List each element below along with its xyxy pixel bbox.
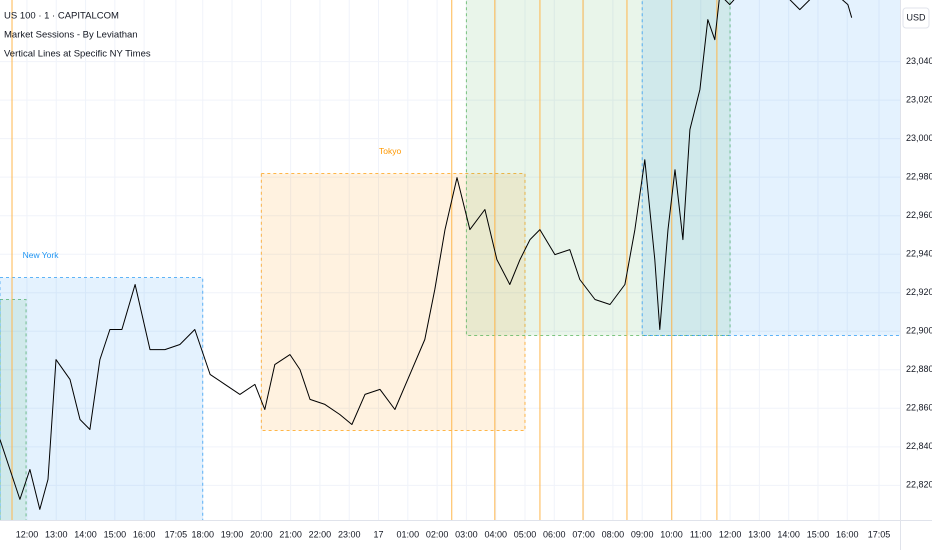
y-tick-label: 22,920.0 — [906, 287, 932, 297]
y-tick-label: 22,960.0 — [906, 210, 932, 220]
x-tick-label: 19:00 — [221, 529, 244, 539]
x-tick-label: 04:00 — [484, 529, 507, 539]
x-tick-label: 17:05 — [868, 529, 891, 539]
x-tick-label: 16:00 — [836, 529, 859, 539]
y-tick-label: 22,900.0 — [906, 326, 932, 336]
x-tick-label: 12:00 — [16, 529, 39, 539]
x-tick-label: 17 — [374, 529, 384, 539]
session-box — [260, 173, 526, 431]
x-tick-label: 09:00 — [631, 529, 654, 539]
session-box — [0, 277, 204, 520]
x-tick-label: 05:00 — [514, 529, 537, 539]
x-tick-label: 15:00 — [104, 529, 127, 539]
x-tick-label: 17:05 — [165, 529, 188, 539]
x-tick-label: 13:00 — [748, 529, 771, 539]
y-tick-label: 22,840.0 — [906, 441, 932, 451]
session-box — [641, 0, 900, 336]
y-tick-label: 22,860.0 — [906, 403, 932, 413]
currency[interactable]: USD — [906, 12, 926, 22]
chart-title: US 100 · 1 · CAPITALCOM — [4, 11, 119, 22]
x-tick-label: 21:00 — [279, 529, 302, 539]
x-tick-label: 14:00 — [74, 529, 97, 539]
x-tick-label: 10:00 — [660, 529, 683, 539]
x-tick-label: 14:00 — [777, 529, 800, 539]
currency-box[interactable] — [902, 7, 930, 29]
y-tick-label: 22,880.0 — [906, 364, 932, 374]
x-tick-label: 18:00 — [191, 529, 214, 539]
indicator-name: Market Sessions - By Leviathan — [4, 30, 138, 41]
x-tick-label: 13:00 — [45, 529, 68, 539]
y-tick-label: 23,020.0 — [906, 95, 932, 105]
x-tick-label: 16:00 — [133, 529, 156, 539]
x-tick-label: 02:00 — [426, 529, 449, 539]
y-tick-label: 22,940.0 — [906, 249, 932, 259]
y-tick-label: 23,000.0 — [906, 133, 932, 143]
session-box — [0, 298, 27, 520]
plot-area: New York Tokyo — [0, 0, 900, 520]
x-tick-label: 11:00 — [690, 529, 712, 539]
y-tick-label: 23,040.0 — [906, 56, 932, 66]
y-tick-label: 22,820.0 — [906, 480, 932, 490]
x-tick-label: 12:00 — [719, 529, 742, 539]
x-tick-label: 08:00 — [602, 529, 625, 539]
x-tick-label: 06:00 — [543, 529, 566, 539]
price-line — [0, 0, 853, 510]
indicator-name: Vertical Lines at Specific NY Times — [4, 49, 151, 60]
session-label: New York — [23, 250, 60, 260]
x-tick-label: 22:00 — [309, 529, 332, 539]
x-tick-label: 01:00 — [397, 529, 420, 539]
session-label: Tokyo — [379, 146, 401, 156]
axes: 22,820.0 22,840.0 22,860.0 22,880.0 22,900.0… — [16, 56, 932, 539]
x-tick-label: 20:00 — [250, 529, 273, 539]
x-tick-label: 15:00 — [807, 529, 830, 539]
x-tick-label: 07:00 — [572, 529, 595, 539]
x-tick-label: 23:00 — [338, 529, 361, 539]
y-tick-label: 22,980.0 — [906, 172, 932, 182]
session-box — [465, 0, 731, 336]
x-tick-label: 03:00 — [455, 529, 478, 539]
